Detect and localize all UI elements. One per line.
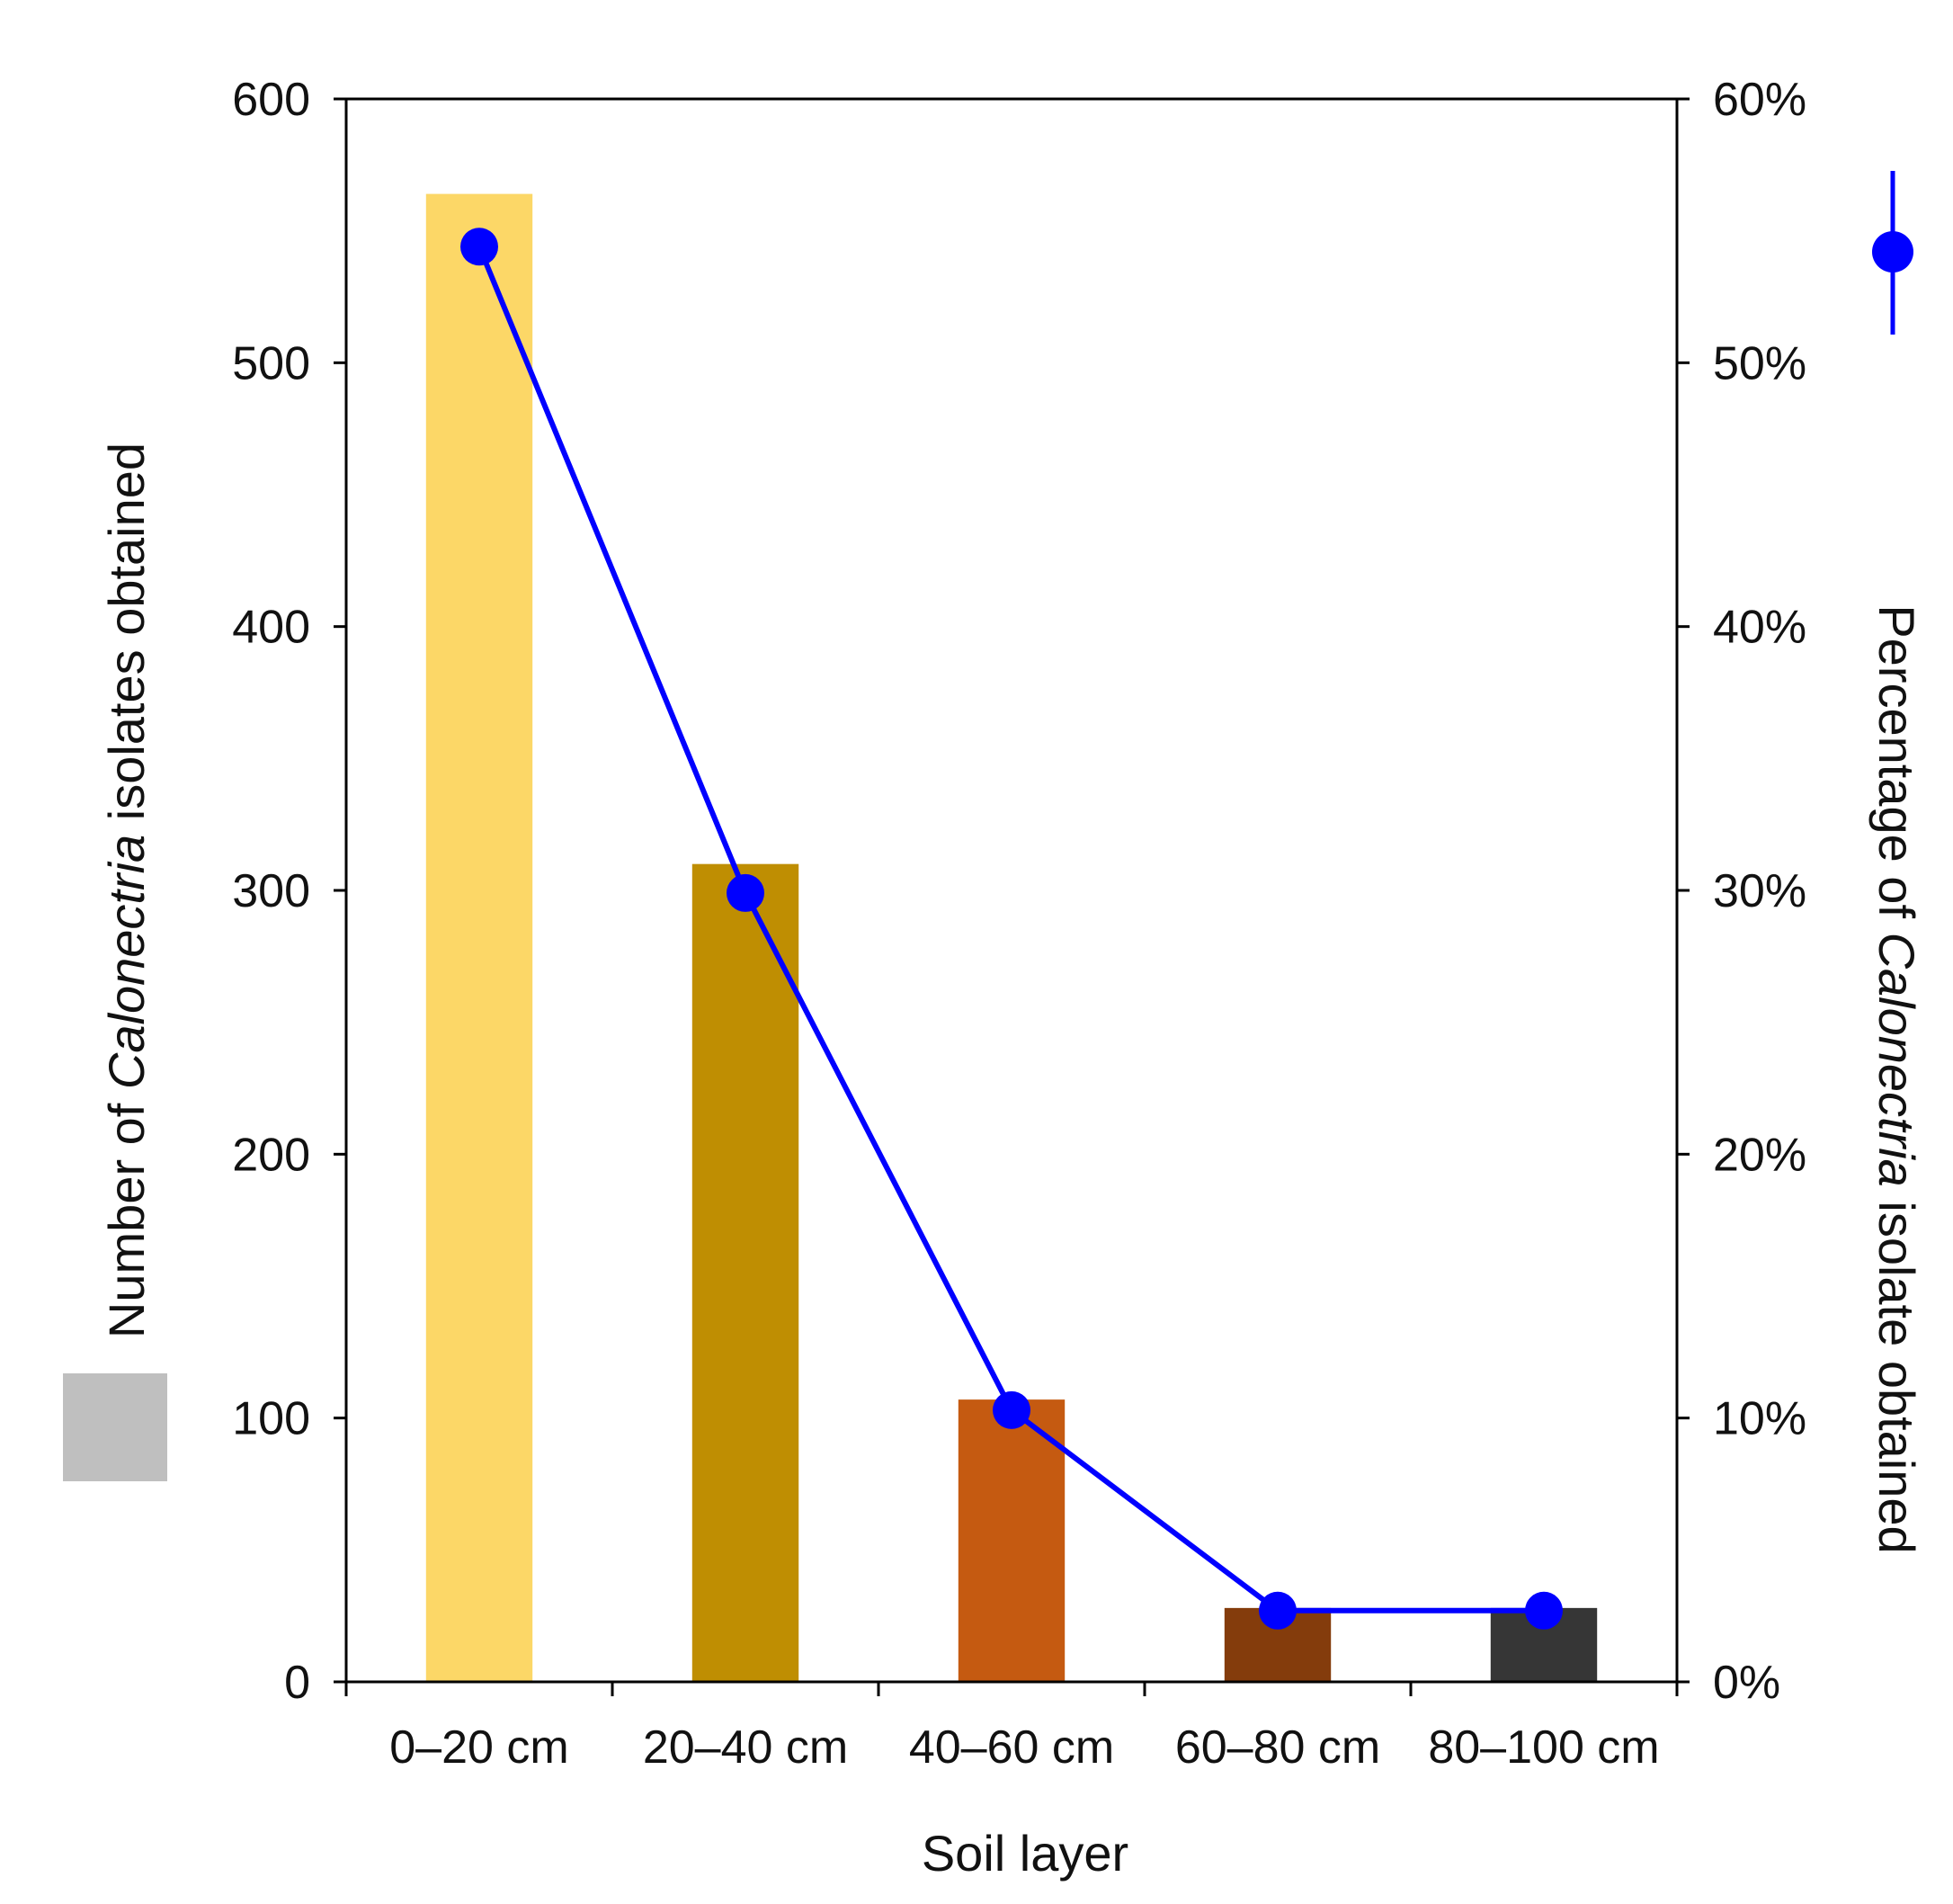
left-y-title-part-1: Number of — [98, 1089, 155, 1338]
left-y-title-italic: Calonectria — [98, 835, 155, 1089]
bar-series — [425, 193, 1598, 1683]
left-y-tick-label: 400 — [232, 602, 310, 654]
x-axis-title: Soil layer — [922, 1825, 1128, 1882]
x-tick-label: 20–40 cm — [643, 1721, 848, 1774]
right-y-title-part-1: Percentage of — [1868, 604, 1925, 932]
left-y-tick-label: 500 — [232, 337, 310, 389]
right-y-tick-label: 30% — [1713, 865, 1806, 917]
right-y-tick-label: 10% — [1713, 1393, 1806, 1445]
right-y-tick-label: 60% — [1713, 74, 1806, 126]
right-y-ticks: 0% 10% 20% 30% 40% 50% 60% — [1677, 74, 1806, 1709]
percentage-point-3 — [1259, 1591, 1297, 1630]
bar-legend-swatch — [63, 1373, 167, 1481]
right-y-axis-title: Percentage of Calonectria isolate obtain… — [1868, 604, 1925, 1553]
left-y-tick-label: 100 — [232, 1393, 310, 1445]
percentage-point-0 — [460, 228, 498, 266]
bar-0 — [425, 193, 533, 1683]
left-y-tick-label: 0 — [284, 1657, 310, 1709]
line-legend-dot — [1872, 231, 1913, 273]
percentage-point-4 — [1525, 1591, 1563, 1630]
right-y-tick-label: 0% — [1713, 1657, 1780, 1709]
right-y-tick-label: 50% — [1713, 337, 1806, 389]
left-y-tick-label: 300 — [232, 865, 310, 917]
percentage-point-2 — [993, 1390, 1030, 1429]
left-y-tick-label: 200 — [232, 1129, 310, 1181]
right-y-tick-label: 40% — [1713, 602, 1806, 654]
bar-2 — [958, 1399, 1066, 1682]
right-y-title-italic: Calonectria — [1868, 933, 1925, 1187]
x-ticks: 0–20 cm 20–40 cm 40–60 cm 60–80 cm 80–100 cm — [344, 1682, 1679, 1774]
percentage-line-series — [460, 228, 1563, 1630]
x-tick-label: 40–60 cm — [909, 1721, 1114, 1774]
left-y-tick-label: 600 — [232, 74, 310, 126]
percentage-point-1 — [727, 873, 764, 912]
left-y-ticks: 0 100 200 300 400 500 600 — [232, 74, 346, 1709]
left-y-title-part-2: isolates obtained — [98, 442, 155, 835]
x-tick-label: 60–80 cm — [1175, 1721, 1380, 1774]
x-tick-label: 0–20 cm — [389, 1721, 568, 1774]
right-y-tick-label: 20% — [1713, 1129, 1806, 1181]
left-y-axis-title: Number of Calonectria isolates obtained — [98, 442, 155, 1338]
right-y-title-part-2: isolate obtained — [1868, 1187, 1925, 1554]
bar-1 — [691, 863, 799, 1682]
x-tick-label: 80–100 cm — [1428, 1721, 1659, 1774]
line-legend-marker — [1872, 171, 1913, 335]
